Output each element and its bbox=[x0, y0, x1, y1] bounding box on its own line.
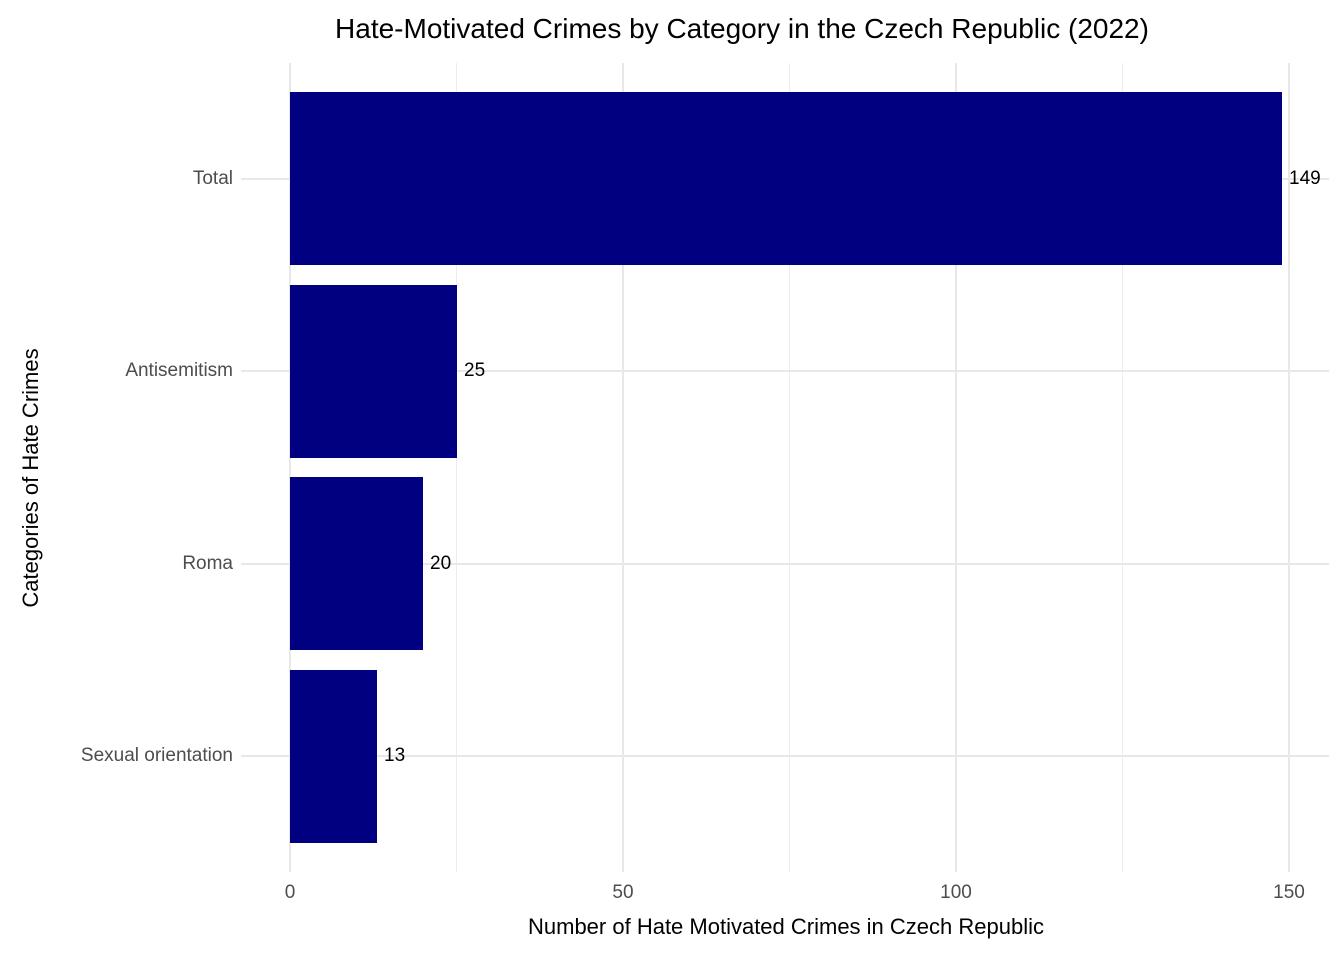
x-axis-tick-label-100: 100 bbox=[940, 882, 972, 903]
gridline-x-major bbox=[955, 63, 957, 872]
x-axis-tick-label-150: 150 bbox=[1273, 882, 1305, 903]
x-axis-tick-label-0: 0 bbox=[284, 882, 296, 903]
bar-sexual-orientation bbox=[290, 670, 377, 843]
gridline-y-major bbox=[241, 562, 1329, 565]
bar-value-label-total: 149 bbox=[1289, 168, 1321, 189]
bar-value-label-roma: 20 bbox=[430, 553, 452, 574]
gridline-x-major bbox=[622, 63, 624, 872]
y-axis-label-total: Total bbox=[192, 168, 233, 189]
bar-total bbox=[290, 92, 1282, 265]
y-axis-label-sexual-orientation: Sexual orientation bbox=[80, 745, 233, 766]
gridline-y-major bbox=[241, 370, 1329, 373]
gridline-y-major bbox=[241, 755, 1329, 758]
bar-roma bbox=[290, 477, 423, 650]
bar-value-label-sexual-orientation: 13 bbox=[384, 745, 406, 766]
bar-value-label-antisemitism: 25 bbox=[464, 360, 486, 381]
gridline-x-minor bbox=[1122, 63, 1123, 872]
gridline-x-minor bbox=[789, 63, 790, 872]
chart-title: Hate-Motivated Crimes by Category in the… bbox=[335, 13, 1149, 44]
x-axis-title: Number of Hate Motivated Crimes in Czech… bbox=[528, 914, 1044, 939]
gridline-x-major bbox=[1288, 63, 1290, 872]
bar-antisemitism bbox=[290, 285, 457, 458]
y-axis-label-roma: Roma bbox=[182, 553, 233, 574]
gridline-x-major bbox=[289, 63, 291, 872]
x-axis-tick-label-50: 50 bbox=[612, 882, 634, 903]
y-axis-label-antisemitism: Antisemitism bbox=[125, 360, 233, 381]
gridline-x-minor bbox=[456, 63, 457, 872]
